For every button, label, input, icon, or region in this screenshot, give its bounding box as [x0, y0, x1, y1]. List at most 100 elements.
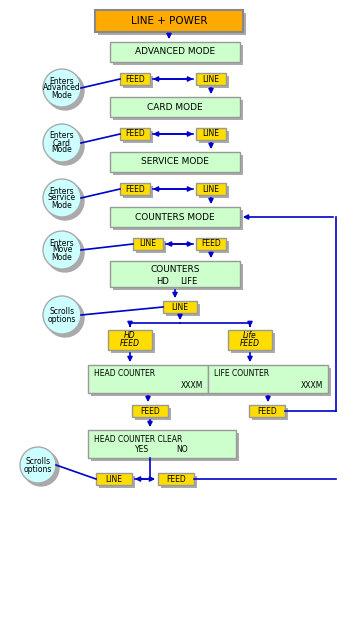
Text: Card: Card — [53, 138, 71, 147]
Text: Advanced: Advanced — [43, 84, 81, 93]
Bar — [110, 152, 240, 172]
Text: COUNTERS MODE: COUNTERS MODE — [135, 212, 215, 221]
Text: CARD MODE: CARD MODE — [147, 103, 203, 112]
Text: Life: Life — [243, 332, 257, 341]
Text: Mode: Mode — [52, 145, 72, 154]
Bar — [113, 155, 243, 175]
Bar — [208, 365, 328, 393]
Text: Enters: Enters — [50, 186, 74, 195]
Bar — [98, 13, 246, 35]
Text: FEED: FEED — [125, 184, 145, 193]
Bar — [199, 241, 229, 253]
Text: Scrolls: Scrolls — [50, 306, 75, 316]
Text: ADVANCED MODE: ADVANCED MODE — [135, 47, 215, 57]
Text: HD: HD — [124, 332, 136, 341]
Text: Service: Service — [48, 193, 76, 202]
Bar — [120, 183, 150, 195]
Circle shape — [46, 182, 84, 220]
Bar — [108, 330, 152, 350]
Text: XXXM: XXXM — [181, 380, 203, 390]
Circle shape — [46, 234, 84, 272]
Bar — [95, 10, 243, 32]
Circle shape — [46, 72, 84, 110]
Text: HEAD COUNTER CLEAR: HEAD COUNTER CLEAR — [94, 434, 182, 443]
Text: FEED: FEED — [257, 406, 277, 415]
Bar — [136, 241, 166, 253]
Circle shape — [43, 124, 81, 162]
Text: LINE: LINE — [139, 239, 156, 248]
Text: FEED: FEED — [140, 406, 160, 415]
Bar — [113, 264, 243, 290]
Circle shape — [46, 127, 84, 165]
Text: LINE: LINE — [202, 184, 219, 193]
Text: LINE: LINE — [171, 302, 188, 311]
Text: FEED: FEED — [125, 130, 145, 138]
Circle shape — [20, 447, 56, 483]
Text: LINE: LINE — [202, 75, 219, 84]
Bar — [163, 301, 197, 313]
Text: NO: NO — [176, 445, 188, 454]
Bar — [113, 100, 243, 120]
Bar — [110, 42, 240, 62]
Bar — [99, 476, 135, 488]
Circle shape — [43, 179, 81, 217]
Bar — [123, 131, 153, 143]
Bar — [133, 238, 163, 250]
Bar — [196, 238, 226, 250]
Text: FEED: FEED — [120, 339, 140, 348]
Text: Move: Move — [52, 246, 72, 255]
Text: SERVICE MODE: SERVICE MODE — [141, 158, 209, 167]
Text: HEAD COUNTER: HEAD COUNTER — [94, 369, 155, 378]
Bar — [96, 473, 132, 485]
Text: Scrolls: Scrolls — [25, 457, 51, 466]
Bar — [158, 473, 194, 485]
Circle shape — [43, 69, 81, 107]
Bar — [199, 186, 229, 198]
Bar — [166, 304, 200, 316]
Bar — [88, 365, 208, 393]
Bar — [252, 408, 288, 420]
Circle shape — [46, 299, 84, 337]
Text: LIFE COUNTER: LIFE COUNTER — [214, 369, 269, 378]
Text: LINE: LINE — [105, 475, 122, 484]
Bar — [111, 333, 155, 353]
Bar — [135, 408, 171, 420]
Bar — [120, 128, 150, 140]
Bar — [123, 186, 153, 198]
Text: XXXM: XXXM — [301, 380, 323, 390]
Circle shape — [23, 450, 59, 486]
Bar — [199, 76, 229, 88]
Bar — [110, 97, 240, 117]
Bar — [199, 131, 229, 143]
Text: COUNTERS: COUNTERS — [150, 265, 200, 274]
Text: LIFE: LIFE — [181, 276, 198, 285]
Bar — [249, 405, 285, 417]
Bar — [211, 368, 331, 396]
Bar — [113, 210, 243, 230]
Text: HD: HD — [156, 276, 170, 285]
Circle shape — [43, 296, 81, 334]
Text: FEED: FEED — [125, 75, 145, 84]
Bar — [113, 45, 243, 65]
Bar — [196, 183, 226, 195]
Text: Enters: Enters — [50, 239, 74, 248]
Bar — [110, 207, 240, 227]
Bar — [228, 330, 272, 350]
Bar — [91, 433, 239, 461]
Text: options: options — [24, 464, 52, 473]
Bar — [231, 333, 275, 353]
Text: options: options — [48, 315, 76, 323]
Bar — [196, 73, 226, 85]
Text: Mode: Mode — [52, 253, 72, 262]
Text: Mode: Mode — [52, 200, 72, 209]
Bar — [132, 405, 168, 417]
Text: LINE + POWER: LINE + POWER — [131, 16, 207, 26]
Bar — [123, 76, 153, 88]
Bar — [161, 476, 197, 488]
Text: FEED: FEED — [201, 239, 221, 248]
Bar — [110, 261, 240, 287]
Text: Enters: Enters — [50, 77, 74, 85]
Bar — [88, 430, 236, 458]
Text: Enters: Enters — [50, 131, 74, 140]
Bar — [120, 73, 150, 85]
